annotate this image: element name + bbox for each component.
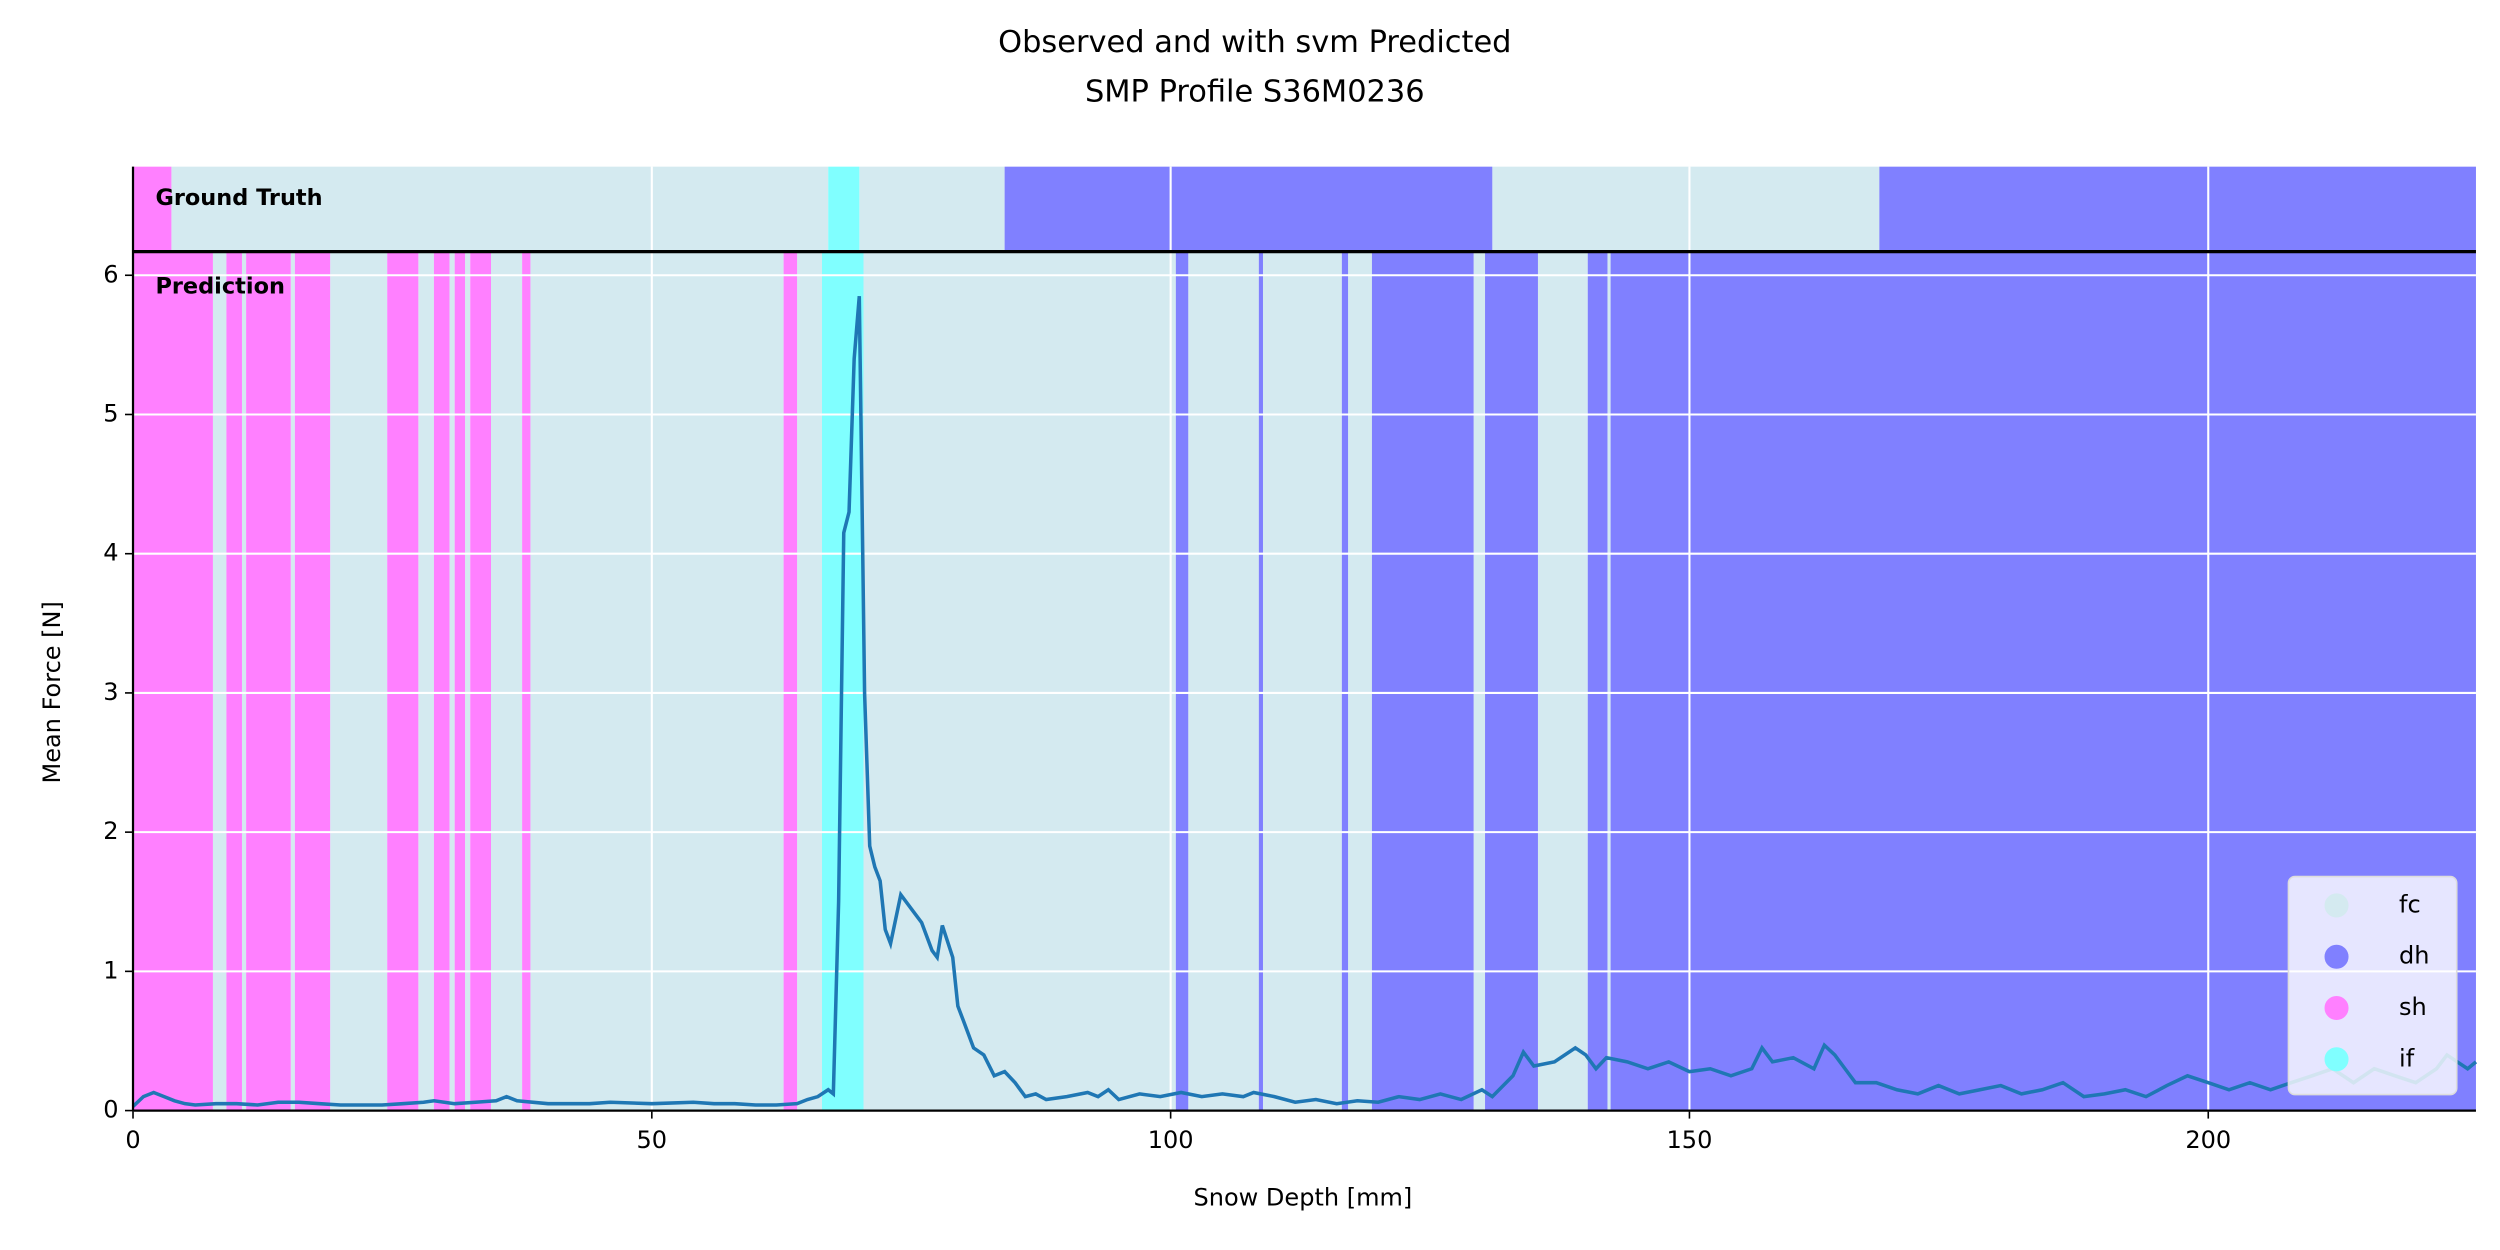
y-tick-label: 6: [103, 260, 118, 288]
panel-label: Ground Truth: [155, 185, 322, 211]
legend-marker: [2324, 995, 2349, 1021]
prediction-band: [1258, 251, 1263, 1111]
truth-band: [1492, 166, 1880, 252]
truth-band: [133, 166, 172, 252]
prediction-band: [783, 251, 798, 1111]
prediction-band: [1175, 251, 1189, 1111]
prediction-band: [387, 251, 419, 1111]
y-tick-label: 0: [103, 1096, 118, 1124]
truth-band: [171, 166, 829, 252]
prediction-band: [133, 251, 213, 1111]
prediction-band: [465, 251, 471, 1111]
legend-label: sh: [2399, 993, 2427, 1021]
prediction-band: [1607, 251, 1611, 1111]
x-tick-label: 100: [1148, 1126, 1194, 1154]
prediction-band: [449, 251, 455, 1111]
y-tick-label: 3: [103, 678, 118, 706]
truth-band: [859, 166, 1005, 252]
prediction-band: [470, 251, 491, 1111]
legend-marker: [2324, 944, 2349, 969]
x-tick-label: 50: [637, 1126, 668, 1154]
prediction-band: [1537, 251, 1588, 1111]
x-axis-label: Snow Depth [mm]: [1194, 1184, 1413, 1212]
prediction-band: [330, 251, 388, 1111]
prediction-band: [490, 251, 523, 1111]
prediction-band: [290, 251, 295, 1111]
x-tick-label: 0: [125, 1126, 140, 1154]
prediction-band: [226, 251, 242, 1111]
prediction-band: [1371, 251, 1474, 1111]
legend-box: [2287, 875, 2458, 1096]
prediction-band: [1188, 251, 1259, 1111]
force-line: [131, 296, 2478, 1108]
legend-marker: [2324, 893, 2349, 918]
chart-title: Observed and with svm Predicted: [998, 25, 1511, 60]
prediction-band: [418, 251, 434, 1111]
prediction-band: [1341, 251, 1349, 1111]
legend-label: fc: [2399, 890, 2421, 918]
prediction-band: [454, 251, 466, 1111]
y-axis-label: Mean Force [N]: [38, 601, 66, 783]
y-tick-label: 4: [103, 539, 118, 567]
prediction-band: [1485, 251, 1538, 1111]
prediction-band: [797, 251, 822, 1111]
y-tick-label: 5: [103, 399, 118, 427]
legend-label: dh: [2399, 942, 2429, 970]
prediction-band: [212, 251, 227, 1111]
y-tick-label: 2: [103, 817, 118, 845]
truth-band: [1004, 166, 1493, 252]
prediction-band: [1587, 251, 1608, 1111]
prediction-band: [530, 251, 784, 1111]
prediction-band: [1473, 251, 1486, 1111]
truth-band: [828, 166, 860, 252]
prediction-band: [433, 251, 450, 1111]
legend-marker: [2324, 1047, 2349, 1072]
prediction-band: [294, 251, 331, 1111]
panel-label: Prediction: [155, 273, 285, 299]
prediction-band: [1262, 251, 1342, 1111]
x-tick-label: 200: [2185, 1126, 2231, 1154]
x-tick-label: 150: [1667, 1126, 1713, 1154]
truth-band: [1879, 166, 2476, 252]
prediction-band: [1348, 251, 1372, 1111]
prediction-band: [241, 251, 247, 1111]
prediction-band: [246, 251, 291, 1111]
y-tick-label: 1: [103, 956, 118, 984]
chart-title: SMP Profile S36M0236: [1085, 74, 1425, 109]
prediction-band: [863, 251, 1176, 1111]
legend-label: if: [2399, 1044, 2415, 1072]
prediction-band: [522, 251, 531, 1111]
